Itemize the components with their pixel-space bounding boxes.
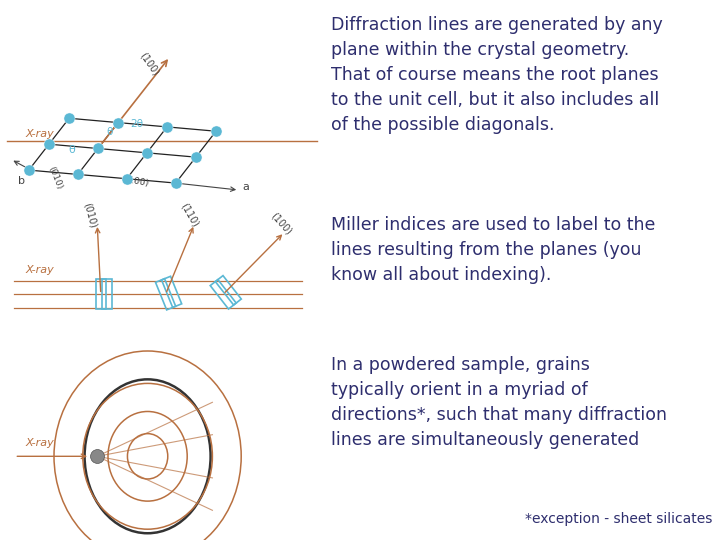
Text: Miller indices are used to label to the
lines resulting from the planes (you
kno: Miller indices are used to label to the … <box>331 216 656 284</box>
Text: X-ray: X-ray <box>25 437 54 448</box>
Text: (110): (110) <box>179 201 200 229</box>
Text: (100): (100) <box>138 51 161 78</box>
Text: X-ray: X-ray <box>25 265 54 275</box>
Text: 2θ: 2θ <box>130 119 143 129</box>
Text: (010): (010) <box>46 165 63 191</box>
Text: In a powdered sample, grains
typically orient in a myriad of
directions*, such t: In a powdered sample, grains typically o… <box>331 356 667 449</box>
Text: *exception - sheet silicates: *exception - sheet silicates <box>526 512 713 526</box>
Text: θ: θ <box>107 127 113 137</box>
Text: X-ray: X-ray <box>25 129 54 139</box>
Text: b: b <box>18 176 25 186</box>
Text: θ: θ <box>68 145 75 156</box>
Text: (100): (100) <box>269 211 293 237</box>
Text: (010): (010) <box>81 201 98 229</box>
Text: Diffraction lines are generated by any
plane within the crystal geometry.
That o: Diffraction lines are generated by any p… <box>331 16 663 134</box>
Text: (100): (100) <box>124 175 150 188</box>
Text: a: a <box>243 182 250 192</box>
